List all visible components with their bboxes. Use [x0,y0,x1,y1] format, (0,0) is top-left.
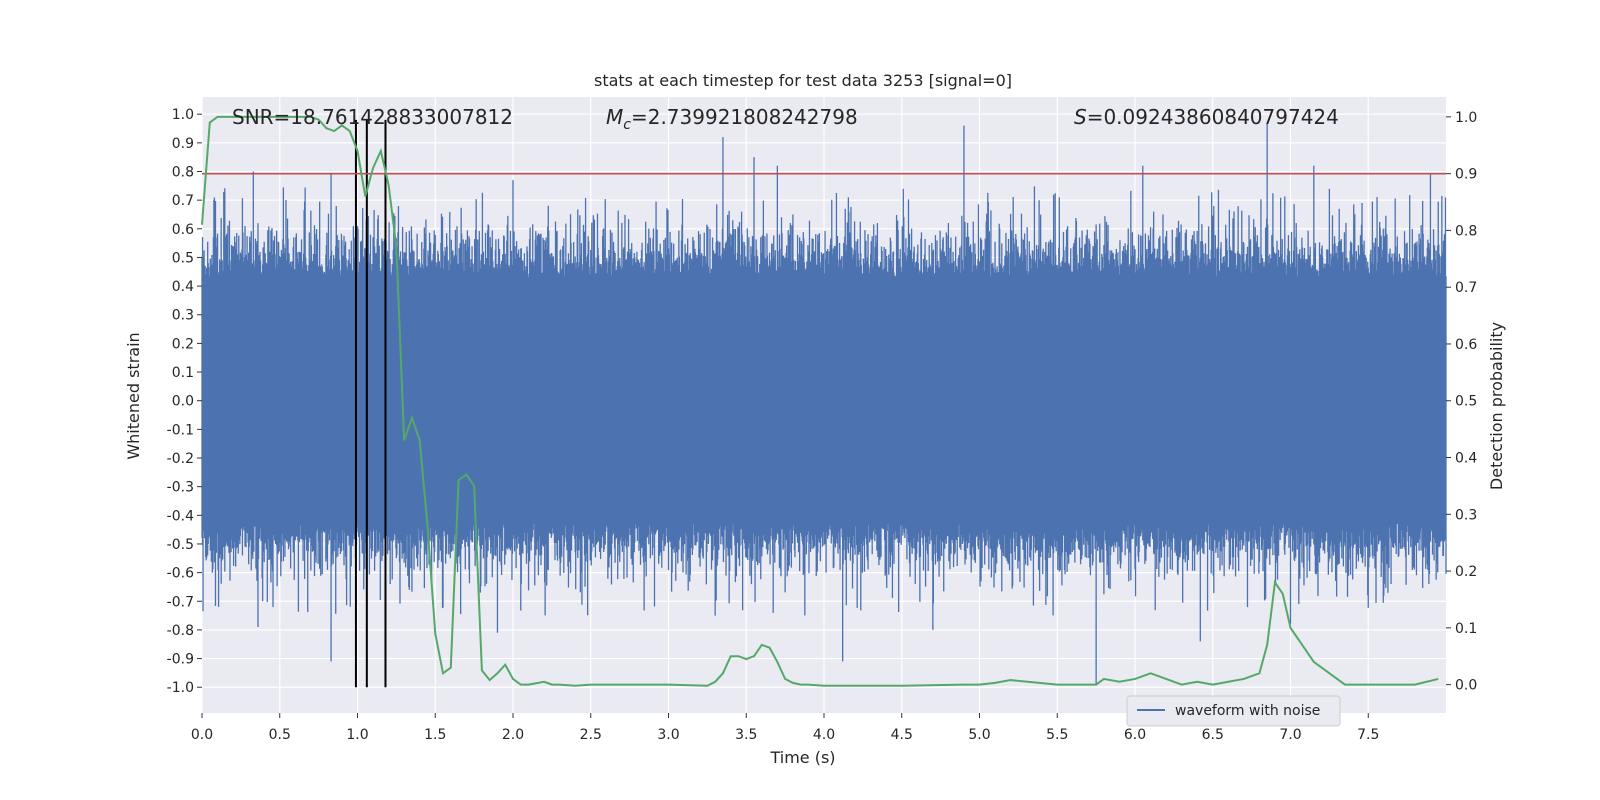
left-y-tick-label: 1.0 [172,107,194,123]
left-y-tick-label: 0.8 [172,164,194,180]
right-y-tick-label: 0.9 [1455,167,1477,183]
chirp-mass-subscript: c [623,117,631,133]
x-tick-label: 0.5 [269,727,291,743]
chirp-mass-symbol: M [606,105,623,129]
left-y-tick-label: 0.5 [172,250,194,266]
left-y-tick-label: -1.0 [167,680,194,696]
x-tick-label: 5.0 [968,727,990,743]
x-tick-label: 4.0 [813,727,835,743]
right-y-tick-label: 0.0 [1455,678,1477,694]
detection-probability-series [201,115,1439,687]
left-y-axis-label: Whitened strain [124,332,143,459]
x-tick-label: 1.5 [424,727,446,743]
x-tick-label: 1.0 [346,727,368,743]
left-y-tick-label: 0.0 [172,394,194,410]
legend: waveform with noise [1126,695,1341,727]
x-tick-label: 0.0 [191,727,213,743]
right-y-tick-label: 0.5 [1455,394,1477,410]
x-tick-label: 3.5 [735,727,757,743]
stat-value: =0.09243860840797424 [1087,105,1339,129]
left-y-tick-label: -0.2 [167,451,194,467]
x-axis-label: Time (s) [769,748,835,767]
left-y-tick-label: 0.3 [172,308,194,324]
chart-title: stats at each timestep for test data 325… [594,71,1012,90]
x-tick-label: 7.0 [1279,727,1301,743]
left-y-tick-label: -0.9 [167,652,194,668]
x-tick-label: 5.5 [1046,727,1068,743]
right-y-axis-label: Detection probability [1487,322,1506,490]
left-y-tick-label: 0.1 [172,365,194,381]
right-y-tick-label: 0.4 [1455,451,1477,467]
x-tick-label: 7.5 [1357,727,1379,743]
waveform-series [201,122,1447,685]
snr-stat-annotation: S=0.09243860840797424 [1074,105,1339,129]
left-y-tick-label: -0.7 [167,594,194,610]
right-y-tick-label: 0.8 [1455,223,1477,239]
left-y-tick-label: 0.7 [172,193,194,209]
left-y-tick-label: -0.6 [167,566,194,582]
right-y-tick-label: 0.1 [1455,621,1477,637]
left-y-tick-label: -0.5 [167,537,194,553]
x-tick-label: 4.5 [891,727,913,743]
x-tick-label: 2.0 [502,727,524,743]
right-y-axis-ticks: 1.0 0.9 0.8 0.7 0.6 0.5 0.4 0.3 0.2 0.1 0.0 [1446,110,1477,694]
right-y-tick-label: 0.7 [1455,280,1477,296]
chirp-mass-annotation: Mc=2.739921808242798 [606,105,858,133]
right-y-tick-label: 0.2 [1455,564,1477,580]
left-y-tick-label: -0.1 [167,422,194,438]
left-y-tick-label: 0.6 [172,222,194,238]
x-tick-label: 6.5 [1202,727,1224,743]
detection-probability-line [201,115,1439,687]
vertical-markers [354,119,387,688]
chirp-mass-value: =2.739921808242798 [631,105,858,129]
waveform-core-band [202,277,1446,524]
left-y-tick-label: 0.9 [172,136,194,152]
legend-entry: waveform with noise [1175,703,1320,719]
x-axis-ticks: 0.0 0.5 1.0 1.5 2.0 2.5 3.0 3.5 4.0 4.5 5.0 5.5 6.0 6… [191,713,1379,743]
right-y-tick-label: 1.0 [1455,110,1477,126]
x-tick-label: 6.0 [1124,727,1146,743]
left-y-axis-ticks: 1.0 0.9 0.8 0.7 0.6 0.5 0.4 0.3 0.2 0.1 0.0 -0.1 -0.… [167,107,202,696]
left-y-tick-label: 0.2 [172,336,194,352]
left-y-tick-label: -0.8 [167,623,194,639]
x-tick-label: 3.0 [657,727,679,743]
x-tick-label: 2.5 [580,727,602,743]
stat-symbol: S [1074,105,1087,129]
right-y-tick-label: 0.3 [1455,507,1477,523]
snr-annotation: SNR=18.761428833007812 [232,105,513,129]
left-y-tick-label: 0.4 [172,279,194,295]
legend-box [1126,695,1341,727]
left-y-tick-label: -0.3 [167,480,194,496]
left-y-tick-label: -0.4 [167,508,194,524]
right-y-tick-label: 0.6 [1455,337,1477,353]
